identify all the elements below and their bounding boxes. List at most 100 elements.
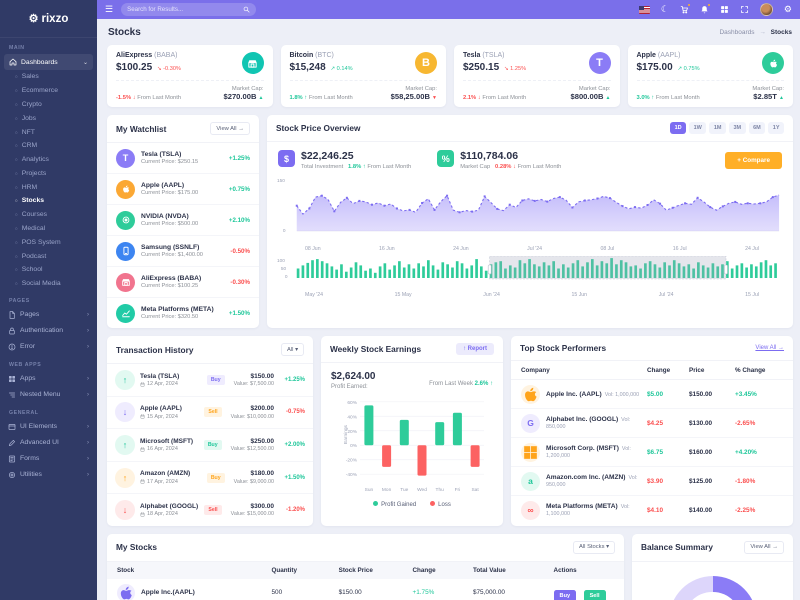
menu-toggle-icon[interactable]: ☰: [105, 4, 114, 14]
sidebar-subitem-hrm[interactable]: ○ HRM: [15, 183, 38, 191]
range-tab-1d[interactable]: 1D: [670, 122, 687, 134]
column-header-actions: Actions: [553, 566, 577, 574]
range-tab-3m[interactable]: 3M: [728, 122, 746, 134]
column-header-price: Price: [689, 367, 705, 374]
sidebar-item-dashboards[interactable]: Dashboards ⌄: [4, 54, 93, 70]
watchlist-item-nvidia-nvda[interactable]: NVIDIA (NVDA) Current Price: $500.00 +2.…: [107, 205, 259, 236]
brush-handle-left[interactable]: [487, 264, 492, 275]
balance-view-all-button[interactable]: View All →: [744, 540, 784, 554]
stock-card-aliexpress[interactable]: AliExpress (BABA) $100.25 ↘ -0.30% -1.5%…: [107, 45, 273, 107]
transaction-name: Tesla (TSLA): [140, 372, 180, 380]
breadcrumb-current: Stocks: [770, 29, 792, 36]
my-stocks-filter-dropdown[interactable]: All Stocks ▾: [573, 540, 615, 554]
breadcrumb-parent[interactable]: Dashboards: [719, 29, 755, 36]
sidebar-subitem-sales[interactable]: ○ Sales: [15, 73, 39, 81]
range-tabs: 1D 1W 1M 3M 6M 1Y: [670, 122, 784, 134]
performer-row-apple-inc-aapl[interactable]: Apple Inc. (AAPL) Vol: 1,000,000 $5.00 $1…: [511, 380, 793, 409]
sidebar-subitem-school[interactable]: ○ School: [15, 266, 43, 274]
sidebar-subitem-medical[interactable]: ○ Medical: [15, 224, 46, 232]
brand-logo[interactable]: ⚙ rixzo: [0, 0, 97, 38]
notifications-icon[interactable]: [700, 3, 711, 14]
us-flag-icon[interactable]: [638, 5, 650, 14]
watchlist-view-all-button[interactable]: View All →: [210, 122, 250, 135]
sidebar-subitem-nft[interactable]: ○ NFT: [15, 128, 35, 136]
transaction-row-amazon-amzn[interactable]: ↑ Amazon (AMZN) 17 Apr, 2024 Buy $180.00…: [107, 462, 313, 495]
brush-selection[interactable]: [489, 255, 727, 280]
month-change: 3.0% ↑ From Last Month: [636, 95, 700, 101]
watchlist-item-tesla-tsla[interactable]: T Tesla (TSLA) Current Price: $250.15 +1…: [107, 143, 259, 174]
x-tick-label: May '24: [305, 292, 324, 298]
transaction-change: -0.75%: [285, 409, 305, 416]
sidebar-item-forms[interactable]: Forms ›: [0, 451, 97, 467]
sidebar-subitem-analytics[interactable]: ○ Analytics: [15, 156, 49, 164]
watchlist-price: Current Price: $500.00: [141, 221, 199, 227]
my-stock-row-apple-inc-aapl[interactable]: Apple Inc.(AAPL) 500 $150.00 +1.75% $75,…: [107, 579, 624, 600]
transaction-change: +2.00%: [284, 441, 305, 448]
overview-stat-total-investment: $ $22,246.25 Total Investment 1.8% ↑ Fro…: [278, 150, 411, 170]
watchlist-item-apple-aapl[interactable]: Apple (AAPL) Current Price: $175.00 +0.7…: [107, 174, 259, 205]
settings-icon[interactable]: ⚙: [783, 4, 792, 14]
sidebar-subitem-ecommerce[interactable]: ○ Ecommerce: [15, 87, 58, 95]
transactions-filter-dropdown[interactable]: All ▾: [281, 343, 304, 356]
transaction-row-microsoft-msft[interactable]: ↑ Microsoft (MSFT) 16 Apr, 2024 Buy $250…: [107, 429, 313, 462]
sidebar-subitem-crm[interactable]: ○ CRM: [15, 142, 38, 150]
sidebar-item-utilities[interactable]: Utilities ›: [0, 467, 97, 483]
watchlist-item-aliexpress-baba[interactable]: AliExpress (BABA) Current Price: $100.25…: [107, 267, 259, 298]
sidebar-item-nested-menu[interactable]: Nested Menu ›: [0, 387, 97, 403]
sidebar-subitem-courses[interactable]: ○ Courses: [15, 211, 48, 219]
transaction-value: Value: $12,500.00: [230, 446, 274, 453]
range-tab-1w[interactable]: 1W: [689, 122, 707, 134]
sidebar-subitem-podcast[interactable]: ○ Podcast: [15, 252, 47, 260]
performer-row-meta-platforms-meta[interactable]: ∞ Meta Platforms (META) Vol: 1,100,000 $4…: [511, 496, 793, 524]
my-stock-total: $75,000.00: [472, 589, 505, 597]
sidebar-item-pages[interactable]: Pages ›: [0, 307, 97, 323]
compare-button[interactable]: + Compare: [725, 151, 782, 169]
sell-button[interactable]: Sell: [583, 589, 606, 600]
transaction-row-apple-aapl[interactable]: ↓ Apple (AAPL) 15 Apr, 2024 Sell $200.00…: [107, 397, 313, 430]
brush-handle-right[interactable]: [724, 264, 728, 275]
performer-row-amazon-com-inc-amzn[interactable]: a Amazon.com Inc. (AMZN) Vol: 950,000 $3.…: [511, 467, 793, 496]
cart-icon[interactable]: [680, 3, 691, 14]
sidebar-item-authentication[interactable]: Authentication ›: [0, 323, 97, 339]
report-button[interactable]: ↑ Report: [455, 343, 494, 355]
transaction-row-tesla-tsla[interactable]: ↑ Tesla (TSLA) 12 Apr, 2024 Buy $150.00 …: [107, 364, 313, 397]
stock-card-apple[interactable]: Apple (AAPL) $175.00 ↗ 0.75% 3.0% ↑ From…: [627, 45, 793, 107]
performer-volume: Vol: 850,000: [546, 417, 631, 430]
my-stocks-title: My Stocks: [116, 542, 158, 553]
column-header-stock: Stock: [117, 566, 135, 574]
sidebar-subitem-projects[interactable]: ○ Projects: [15, 169, 47, 177]
watchlist-name: Samsung (SSNLF): [141, 244, 200, 251]
range-tab-1y[interactable]: 1Y: [768, 122, 784, 134]
sidebar-item-apps[interactable]: Apps ›: [0, 371, 97, 387]
sidebar-item-advanced-ui[interactable]: Advanced UI ›: [0, 435, 97, 451]
performers-view-all-link[interactable]: View All →: [755, 345, 784, 351]
stock-card-tesla[interactable]: Tesla (TSLA) $250.15 ↘ 1.25% T 2.1% ↓ Fr…: [454, 45, 620, 107]
sidebar-item-ui-elements[interactable]: UI Elements ›: [0, 419, 97, 435]
amazon-icon: a: [521, 471, 540, 491]
sidebar-subitem-crypto[interactable]: ○ Crypto: [15, 100, 42, 108]
badge-dot: [706, 3, 711, 7]
sidebar-subitem-stocks[interactable]: ○ Stocks: [15, 197, 45, 205]
search-input[interactable]: [127, 6, 244, 13]
sidebar-subitem-pos-system[interactable]: ○ POS System: [15, 238, 61, 246]
brush-navigator[interactable]: 100 50 0: [275, 255, 785, 286]
fullscreen-icon[interactable]: [740, 5, 749, 14]
performer-row-microsoft-corp-msft[interactable]: Microsoft Corp. (MSFT) Vol: 1,200,000 $6.…: [511, 438, 793, 467]
sidebar-subitem-jobs[interactable]: ○ Jobs: [15, 114, 37, 122]
watchlist-item-meta-platforms-meta[interactable]: Meta Platforms (META) Current Price: $32…: [107, 298, 259, 328]
search-icon[interactable]: [243, 6, 250, 13]
watchlist-item-samsung-ssnlf[interactable]: Samsung (SSNLF) Current Price: $1,400.00…: [107, 236, 259, 267]
overview-chart: 150 0 08 Jun 16 Jun 24 Jun Jul '24 08 Jul 16 J…: [267, 172, 793, 304]
range-tab-1m[interactable]: 1M: [709, 122, 726, 134]
performer-row-alphabet-inc-googl[interactable]: G Alphabet Inc. (GOOGL) Vol: 850,000 $4.2…: [511, 409, 793, 438]
transaction-row-alphabet-googl[interactable]: ↓ Alphabet (GOOGL) 18 Apr, 2024 Sell $30…: [107, 494, 313, 526]
sidebar-subitem-social-media[interactable]: ○ Social Media: [15, 280, 61, 288]
buy-button[interactable]: Buy: [553, 589, 577, 600]
range-tab-6m[interactable]: 6M: [748, 122, 766, 134]
user-avatar[interactable]: [759, 3, 773, 16]
stock-card-bitcoin[interactable]: Bitcoin (BTC) $15,248 ↗ 0.14% B 1.8% ↑ F…: [280, 45, 446, 107]
dark-mode-icon[interactable]: ☾: [660, 4, 669, 14]
sidebar-item-error[interactable]: Error ›: [0, 339, 97, 355]
transaction-price: $300.00: [250, 502, 275, 510]
apps-grid-icon[interactable]: [720, 5, 729, 14]
